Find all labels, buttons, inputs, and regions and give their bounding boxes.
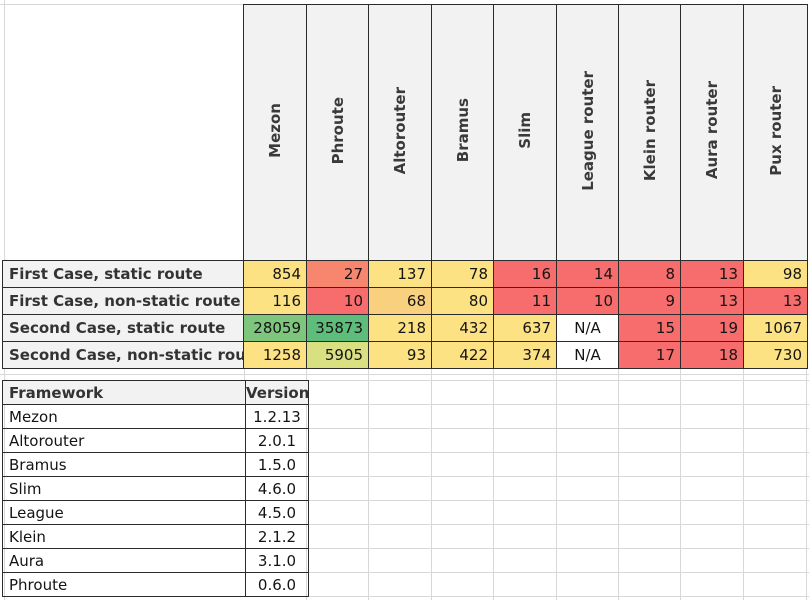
table-row: Klein 2.1.2	[2, 524, 309, 549]
column-header-label: Mezon	[266, 103, 284, 158]
column-header-league-router[interactable]: League router	[556, 4, 619, 261]
benchmark-value-cell[interactable]: 28059	[243, 314, 307, 342]
framework-name-cell[interactable]: League	[2, 500, 246, 525]
framework-name-cell[interactable]: Mezon	[2, 404, 246, 429]
framework-header-cell[interactable]: Framework	[2, 380, 246, 405]
row-label[interactable]: First Case, non-static route	[2, 287, 244, 315]
table-row: Framework Version	[2, 380, 309, 405]
framework-version-cell[interactable]: 0.6.0	[245, 572, 309, 597]
table-row: First Case, static route 854 27 137 78 1…	[2, 260, 808, 288]
header-spacer	[3, 5, 244, 261]
benchmark-value-cell[interactable]: 422	[431, 341, 494, 369]
benchmark-value-cell[interactable]: 15	[618, 314, 681, 342]
benchmark-value-cell[interactable]: 10	[306, 287, 369, 315]
framework-name-cell[interactable]: Altorouter	[2, 428, 246, 453]
table-row: Aura 3.1.0	[2, 548, 309, 573]
benchmark-value-cell[interactable]: 27	[306, 260, 369, 288]
benchmark-value-cell[interactable]: N/A	[556, 314, 619, 342]
framework-name-cell[interactable]: Bramus	[2, 452, 246, 477]
benchmark-value-cell[interactable]: 218	[368, 314, 432, 342]
benchmark-value-cell[interactable]: 13	[680, 260, 744, 288]
framework-name-cell[interactable]: Slim	[2, 476, 246, 501]
benchmark-value-cell[interactable]: 432	[431, 314, 494, 342]
benchmark-value-cell[interactable]: 637	[493, 314, 557, 342]
framework-version-cell[interactable]: 1.2.13	[245, 404, 309, 429]
column-header-label: Pux router	[766, 85, 785, 176]
table-row: First Case, non-static route 116 10 68 8…	[2, 287, 808, 315]
table-row: Altorouter 2.0.1	[2, 428, 309, 453]
framework-version-table: Framework Version Mezon 1.2.13 Altoroute…	[2, 380, 309, 597]
table-row: Bramus 1.5.0	[2, 452, 309, 477]
benchmark-value-cell[interactable]: 16	[493, 260, 557, 288]
column-header-slim[interactable]: Slim	[493, 4, 557, 261]
benchmark-value-cell[interactable]: 80	[431, 287, 494, 315]
benchmark-table: Mezon Phroute Altorouter Bramus Slim Lea…	[2, 4, 808, 369]
column-header-phroute[interactable]: Phroute	[306, 4, 369, 261]
benchmark-value-cell[interactable]: 137	[368, 260, 432, 288]
column-header-label: Slim	[516, 112, 534, 149]
column-header-label: Altorouter	[391, 86, 409, 175]
version-header-cell[interactable]: Version	[245, 380, 309, 405]
row-label[interactable]: Second Case, non-static route	[2, 341, 244, 369]
benchmark-value-cell[interactable]: 19	[680, 314, 744, 342]
framework-name-cell[interactable]: Phroute	[2, 572, 246, 597]
table-row: Second Case, static route 28059 35873 21…	[2, 314, 808, 342]
framework-version-cell[interactable]: 4.5.0	[245, 500, 309, 525]
column-header-aura-router[interactable]: Aura router	[680, 4, 744, 261]
column-header-label: Klein router	[640, 79, 659, 182]
benchmark-value-cell[interactable]: 93	[368, 341, 432, 369]
column-header-mezon[interactable]: Mezon	[243, 4, 307, 261]
column-header-altorouter[interactable]: Altorouter	[368, 4, 432, 261]
row-label[interactable]: Second Case, static route	[2, 314, 244, 342]
column-header-label: Aura router	[703, 81, 721, 180]
benchmark-value-cell[interactable]: 13	[743, 287, 808, 315]
benchmark-value-cell[interactable]: 1067	[743, 314, 808, 342]
framework-version-cell[interactable]: 1.5.0	[245, 452, 309, 477]
column-header-label: Phroute	[328, 96, 347, 165]
benchmark-value-cell[interactable]: 18	[680, 341, 744, 369]
benchmark-value-cell[interactable]: 854	[243, 260, 307, 288]
table-row: Mezon 1.2.13	[2, 404, 309, 429]
benchmark-value-cell[interactable]: 14	[556, 260, 619, 288]
column-header-klein-router[interactable]: Klein router	[618, 4, 681, 261]
table-row: Slim 4.6.0	[2, 476, 309, 501]
column-header-label: Bramus	[453, 98, 472, 163]
framework-version-cell[interactable]: 2.1.2	[245, 524, 309, 549]
framework-version-cell[interactable]: 4.6.0	[245, 476, 309, 501]
benchmark-value-cell[interactable]: 78	[431, 260, 494, 288]
benchmark-value-cell[interactable]: N/A	[556, 341, 619, 369]
table-row: Phroute 0.6.0	[2, 572, 309, 597]
column-header-pux-router[interactable]: Pux router	[743, 4, 808, 261]
table-row: Mezon Phroute Altorouter Bramus Slim Lea…	[3, 4, 808, 261]
framework-version-cell[interactable]: 2.0.1	[245, 428, 309, 453]
benchmark-value-cell[interactable]: 98	[743, 260, 808, 288]
benchmark-value-cell[interactable]: 35873	[306, 314, 369, 342]
framework-name-cell[interactable]: Aura	[2, 548, 246, 573]
benchmark-value-cell[interactable]: 116	[243, 287, 307, 315]
framework-version-cell[interactable]: 3.1.0	[245, 548, 309, 573]
benchmark-value-cell[interactable]: 1258	[243, 341, 307, 369]
framework-name-cell[interactable]: Klein	[2, 524, 246, 549]
benchmark-value-cell[interactable]: 9	[618, 287, 681, 315]
column-header-bramus[interactable]: Bramus	[431, 4, 494, 261]
column-header-label: League router	[578, 70, 597, 191]
benchmark-value-cell[interactable]: 68	[368, 287, 432, 315]
benchmark-value-cell[interactable]: 8	[618, 260, 681, 288]
table-row: Second Case, non-static route 1258 5905 …	[2, 341, 808, 369]
benchmark-value-cell[interactable]: 17	[618, 341, 681, 369]
benchmark-value-cell[interactable]: 5905	[306, 341, 369, 369]
row-label[interactable]: First Case, static route	[2, 260, 244, 288]
benchmark-value-cell[interactable]: 11	[493, 287, 557, 315]
benchmark-value-cell[interactable]: 10	[556, 287, 619, 315]
benchmark-value-cell[interactable]: 374	[493, 341, 557, 369]
table-row: League 4.5.0	[2, 500, 309, 525]
benchmark-value-cell[interactable]: 13	[680, 287, 744, 315]
benchmark-value-cell[interactable]: 730	[743, 341, 808, 369]
